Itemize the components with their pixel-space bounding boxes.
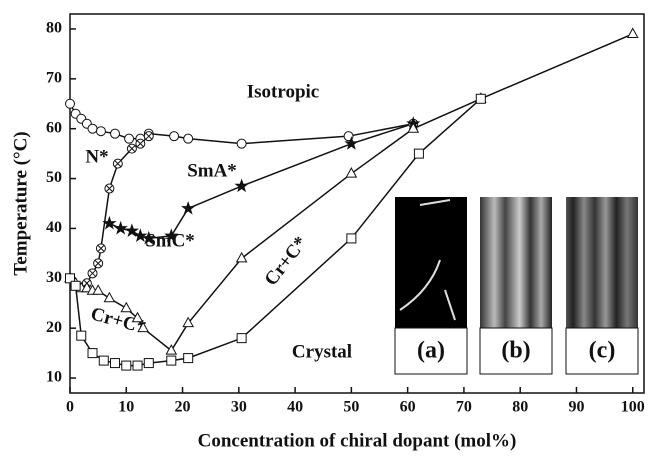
y-tick-label: 10 <box>46 369 62 386</box>
marker <box>104 293 114 302</box>
insets: (a) (b) (c) <box>395 197 638 374</box>
marker <box>96 127 105 136</box>
y-tick-label: 40 <box>46 219 62 236</box>
marker <box>182 202 193 213</box>
marker <box>111 129 120 138</box>
x-axis-title: Concentration of chiral dopant (mol%) <box>198 430 517 451</box>
y-axis-title: Temperature (°C) <box>10 131 31 275</box>
marker <box>96 244 105 253</box>
marker <box>184 354 193 363</box>
x-tick-label: 50 <box>343 399 359 416</box>
marker <box>88 269 97 278</box>
x-tick-label: 90 <box>568 399 584 416</box>
annotation: Isotropic <box>247 81 319 102</box>
marker <box>125 134 134 143</box>
x-tick-label: 40 <box>287 399 303 416</box>
inset-label: (b) <box>501 338 530 364</box>
series-line <box>109 124 413 239</box>
marker <box>167 356 176 365</box>
marker <box>127 144 136 153</box>
marker <box>99 356 108 365</box>
marker <box>184 134 193 143</box>
marker <box>236 180 247 191</box>
marker <box>88 124 97 133</box>
marker <box>71 281 80 290</box>
x-tick-label: 100 <box>621 399 645 416</box>
marker <box>144 359 153 368</box>
inset-image <box>566 197 638 328</box>
x-tick-label: 10 <box>118 399 134 416</box>
marker <box>170 132 179 141</box>
y-tick-label: 60 <box>46 119 62 136</box>
marker <box>115 222 126 233</box>
marker <box>88 349 97 358</box>
y-tick-label: 80 <box>46 20 62 37</box>
plot-frame <box>70 14 644 393</box>
annotation: SmA* <box>187 160 237 181</box>
inset-image <box>395 197 467 328</box>
marker <box>105 184 114 193</box>
chart: (a) (b) (c) 0102030405060708090100102030… <box>0 0 649 460</box>
marker <box>476 94 485 103</box>
annotation: Crystal <box>292 341 352 362</box>
y-tick-label: 20 <box>46 319 62 336</box>
annotation: N* <box>85 146 108 167</box>
marker <box>66 99 75 108</box>
inset-label: (a) <box>417 338 445 364</box>
inset-image <box>480 197 552 328</box>
marker <box>166 345 176 354</box>
marker <box>111 359 120 368</box>
marker <box>77 331 86 340</box>
marker <box>144 132 153 141</box>
marker <box>133 361 142 370</box>
marker <box>347 234 356 243</box>
marker <box>121 303 131 312</box>
inset-label: (c) <box>589 338 616 364</box>
marker <box>94 259 103 268</box>
y-tick-label: 30 <box>46 269 62 286</box>
x-tick-label: 20 <box>175 399 191 416</box>
x-tick-label: 0 <box>66 399 74 416</box>
marker <box>346 168 356 177</box>
marker <box>237 334 246 343</box>
y-tick-label: 50 <box>46 169 62 186</box>
x-tick-label: 80 <box>512 399 528 416</box>
marker <box>237 139 246 148</box>
x-tick-label: 60 <box>400 399 416 416</box>
marker <box>122 361 131 370</box>
x-tick-label: 70 <box>456 399 472 416</box>
marker <box>237 253 247 262</box>
series-line <box>70 104 413 144</box>
page: {"chart_data": {"type": "line", "x_label… <box>0 0 649 460</box>
y-tick-label: 70 <box>46 70 62 87</box>
x-tick-label: 30 <box>231 399 247 416</box>
marker <box>628 28 638 37</box>
marker <box>414 149 423 158</box>
marker <box>113 159 122 168</box>
marker <box>136 139 145 148</box>
